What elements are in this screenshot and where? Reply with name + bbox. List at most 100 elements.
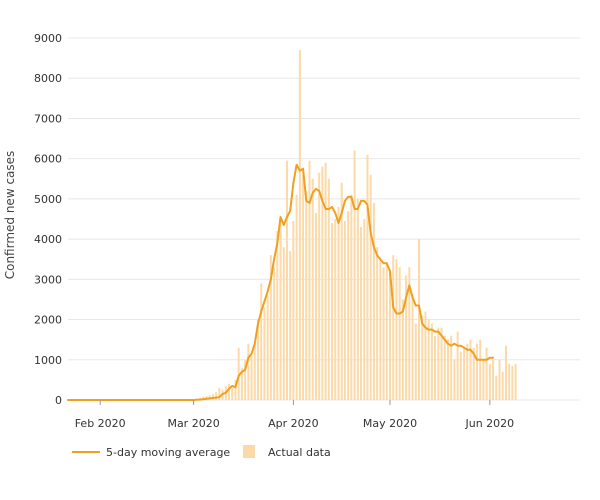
bar-actual-data <box>240 367 243 400</box>
bar-actual-data <box>395 259 398 400</box>
bar-actual-data <box>321 166 324 400</box>
bar-actual-data <box>363 219 366 400</box>
x-tick-label: Feb 2020 <box>75 417 126 430</box>
legend-bar-swatch <box>243 445 255 458</box>
bar-actual-data <box>356 198 359 400</box>
bar-actual-data <box>417 239 420 400</box>
bar-actual-data <box>285 160 288 400</box>
grid-lines <box>68 37 580 401</box>
x-tick-label: May 2020 <box>363 417 417 430</box>
legend-label-moving-average: 5-day moving average <box>106 446 230 459</box>
bar-actual-data <box>366 154 369 400</box>
bar-actual-data <box>430 323 433 400</box>
bar-actual-data <box>508 363 511 400</box>
bar-actual-data <box>511 365 514 400</box>
bar-actual-data <box>453 359 456 400</box>
bar-actual-data <box>276 231 279 400</box>
bar-actual-data <box>389 271 392 400</box>
bar-actual-data <box>269 255 272 400</box>
bar-actual-data <box>331 223 334 400</box>
bar-actual-data <box>466 343 469 400</box>
bar-actual-data <box>314 212 317 400</box>
bar-actual-data <box>347 210 350 400</box>
bar-actual-data <box>414 323 417 400</box>
y-tick-label: 2000 <box>34 314 62 327</box>
bar-actual-data <box>495 375 498 400</box>
bar-actual-data <box>408 267 411 400</box>
bar-actual-data <box>443 335 446 400</box>
legend: 5-day moving average Actual data <box>72 445 331 459</box>
bar-actual-data <box>302 174 305 400</box>
bar-actual-data <box>218 387 221 400</box>
bar-actual-data <box>340 182 343 400</box>
bar-actual-data <box>411 295 414 400</box>
bar-series-actual-data <box>192 50 517 401</box>
x-tick-label: Jun 2020 <box>464 417 514 430</box>
bar-actual-data <box>327 178 330 400</box>
bar-actual-data <box>479 339 482 400</box>
bar-actual-data <box>427 319 430 400</box>
bar-actual-data <box>372 202 375 400</box>
bar-actual-data <box>485 347 488 400</box>
bar-actual-data <box>450 335 453 400</box>
bar-actual-data <box>437 327 440 400</box>
bar-actual-data <box>334 219 337 400</box>
y-tick-label: 3000 <box>34 273 62 286</box>
y-tick-label: 8000 <box>34 72 62 85</box>
bar-actual-data <box>482 359 485 400</box>
bar-actual-data <box>295 194 298 400</box>
bar-actual-data <box>260 283 263 400</box>
bar-actual-data <box>382 267 385 400</box>
bar-actual-data <box>492 359 495 400</box>
y-tick-label: 6000 <box>34 153 62 166</box>
y-tick-label: 7000 <box>34 112 62 125</box>
bar-actual-data <box>273 267 276 400</box>
bar-actual-data <box>475 343 478 400</box>
y-tick-label: 0 <box>55 394 62 407</box>
bar-actual-data <box>231 387 234 400</box>
bar-actual-data <box>488 363 491 400</box>
bar-actual-data <box>472 347 475 400</box>
bar-actual-data <box>405 275 408 400</box>
bar-actual-data <box>446 339 449 400</box>
bar-actual-data <box>459 351 462 400</box>
bar-actual-data <box>369 174 372 400</box>
moving-average-line <box>67 163 495 401</box>
x-tick-label: Mar 2020 <box>167 417 219 430</box>
bar-actual-data <box>498 359 501 400</box>
bar-actual-data <box>318 172 321 400</box>
legend-label-actual-data: Actual data <box>268 446 331 459</box>
x-axis-ticks: Feb 2020 Mar 2020 Apr 2020 May 2020 Jun 2020 <box>75 400 514 430</box>
bar-actual-data <box>350 194 353 400</box>
bar-actual-data <box>266 295 269 400</box>
bar-actual-data <box>215 391 218 400</box>
bar-actual-data <box>392 255 395 400</box>
bar-actual-data <box>282 247 285 400</box>
bar-actual-data <box>234 379 237 400</box>
bar-actual-data <box>401 299 404 400</box>
bar-actual-data <box>292 221 295 400</box>
bar-actual-data <box>379 259 382 400</box>
bar-actual-data <box>376 247 379 400</box>
bar-actual-data <box>434 335 437 400</box>
bar-actual-data <box>360 227 363 400</box>
bar-actual-data <box>504 345 507 400</box>
bar-actual-data <box>385 263 388 400</box>
bar-actual-data <box>353 150 356 400</box>
bar-actual-data <box>324 162 327 400</box>
bar-actual-data <box>289 251 292 400</box>
bar-actual-data <box>244 359 247 400</box>
bar-actual-data <box>305 190 308 400</box>
bar-actual-data <box>398 267 401 400</box>
bar-actual-data <box>440 327 443 400</box>
bar-actual-data <box>253 343 256 400</box>
bar-actual-data <box>279 219 282 400</box>
bar-actual-data <box>308 160 311 400</box>
bar-actual-data <box>424 311 427 400</box>
bar-actual-data <box>456 331 459 400</box>
x-tick-label: Apr 2020 <box>268 417 319 430</box>
y-tick-label: 5000 <box>34 193 62 206</box>
bar-actual-data <box>237 347 240 400</box>
y-tick-label: 4000 <box>34 233 62 246</box>
